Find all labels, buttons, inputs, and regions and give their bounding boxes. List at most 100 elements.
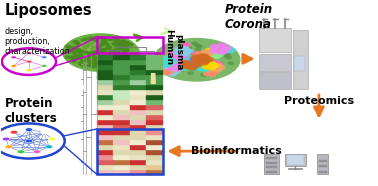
Circle shape [202, 53, 206, 54]
Circle shape [103, 56, 107, 58]
Circle shape [98, 59, 102, 61]
Circle shape [189, 66, 197, 70]
Circle shape [115, 41, 119, 43]
Circle shape [124, 58, 128, 60]
Circle shape [75, 49, 79, 51]
Circle shape [226, 56, 231, 59]
Circle shape [101, 65, 105, 67]
Circle shape [81, 60, 85, 62]
Circle shape [91, 55, 95, 57]
Bar [146, 169, 162, 174]
Circle shape [45, 145, 53, 148]
Circle shape [195, 63, 200, 65]
Circle shape [76, 43, 80, 45]
Circle shape [72, 60, 76, 62]
Circle shape [215, 55, 221, 57]
Circle shape [85, 45, 89, 47]
Circle shape [91, 37, 94, 39]
Circle shape [201, 58, 207, 60]
Circle shape [189, 59, 197, 63]
Circle shape [205, 54, 214, 58]
Bar [97, 105, 113, 109]
Circle shape [195, 48, 201, 51]
Bar [130, 110, 146, 114]
Circle shape [119, 56, 123, 58]
Bar [146, 110, 162, 114]
Circle shape [197, 54, 203, 57]
Circle shape [26, 69, 32, 72]
Circle shape [97, 58, 101, 60]
Circle shape [11, 131, 17, 134]
Circle shape [125, 41, 129, 43]
Bar [113, 75, 129, 79]
Bar [97, 60, 113, 64]
Circle shape [70, 51, 74, 53]
Circle shape [203, 72, 210, 76]
Circle shape [72, 46, 76, 49]
Circle shape [92, 41, 96, 43]
Text: Proteomics: Proteomics [284, 96, 354, 106]
Circle shape [113, 49, 117, 51]
Circle shape [91, 48, 96, 50]
Circle shape [26, 52, 32, 54]
Circle shape [116, 49, 121, 51]
Circle shape [191, 57, 196, 59]
Circle shape [125, 48, 129, 50]
Circle shape [188, 52, 201, 58]
Circle shape [104, 64, 108, 66]
Circle shape [212, 62, 222, 66]
Circle shape [201, 57, 209, 61]
Bar [113, 94, 129, 99]
Circle shape [79, 63, 83, 65]
Bar [146, 120, 162, 124]
Circle shape [129, 44, 133, 46]
Bar [97, 65, 113, 69]
Circle shape [108, 39, 113, 41]
Bar [113, 65, 129, 69]
Circle shape [188, 62, 194, 65]
Circle shape [193, 59, 198, 61]
Circle shape [187, 52, 194, 55]
Bar [97, 100, 113, 104]
Circle shape [193, 52, 199, 54]
Circle shape [126, 54, 130, 56]
Circle shape [105, 66, 108, 68]
Circle shape [125, 50, 129, 52]
Circle shape [208, 67, 215, 71]
Circle shape [208, 54, 214, 58]
Circle shape [105, 63, 109, 65]
Circle shape [80, 41, 99, 51]
Bar [97, 140, 113, 144]
Circle shape [116, 41, 120, 43]
Circle shape [68, 56, 73, 58]
Circle shape [198, 61, 206, 65]
Circle shape [174, 62, 181, 66]
Circle shape [206, 49, 214, 53]
Circle shape [206, 54, 211, 57]
Bar [146, 65, 162, 69]
Circle shape [197, 56, 212, 63]
Bar [146, 145, 162, 149]
Circle shape [91, 48, 95, 50]
Circle shape [167, 67, 175, 70]
Circle shape [99, 50, 104, 52]
Circle shape [2, 48, 56, 75]
Circle shape [121, 55, 125, 57]
Bar [317, 154, 328, 174]
Circle shape [75, 50, 79, 52]
Bar [130, 120, 146, 124]
Circle shape [180, 52, 186, 55]
Bar [146, 134, 162, 139]
Circle shape [153, 57, 161, 61]
Circle shape [119, 46, 123, 49]
Circle shape [77, 43, 81, 45]
Circle shape [113, 50, 118, 52]
Bar [130, 100, 146, 104]
Bar [97, 125, 113, 129]
Circle shape [217, 62, 222, 64]
Circle shape [100, 59, 104, 61]
Circle shape [204, 54, 209, 56]
Circle shape [163, 60, 172, 65]
Circle shape [181, 64, 189, 69]
Circle shape [214, 50, 220, 54]
